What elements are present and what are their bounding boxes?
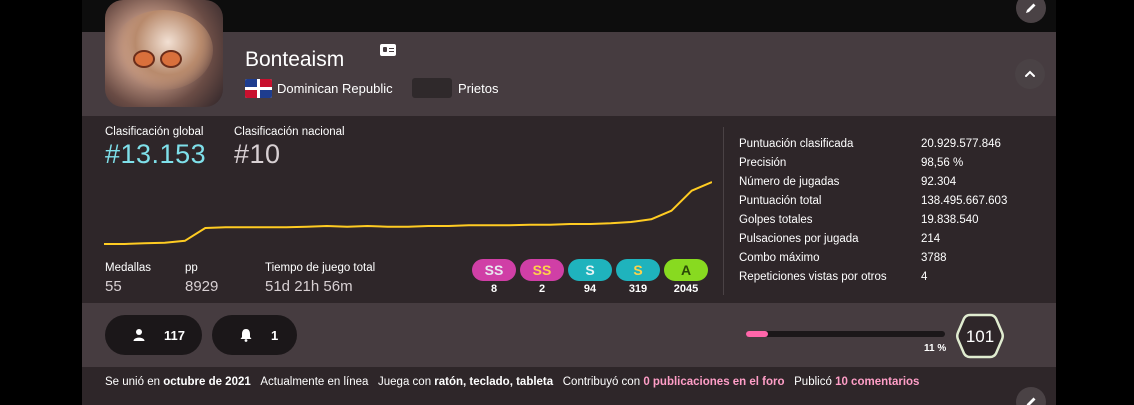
grade-a-count: 2045: [673, 283, 699, 295]
subscribers-button[interactable]: 1: [212, 315, 297, 355]
info-bar: [82, 367, 1056, 405]
grade-ss-count: 2: [538, 283, 546, 295]
level-value: 101: [965, 327, 995, 346]
medals-value: 55: [105, 278, 122, 295]
replays-watched-label: Repeticiones vistas por otros: [739, 271, 887, 283]
followers-button[interactable]: 117: [105, 315, 202, 355]
grade-s-silver-count: 94: [583, 283, 597, 295]
previous-usernames-icon[interactable]: [380, 44, 396, 56]
pencil-icon: [1026, 397, 1036, 405]
max-combo-label: Combo máximo: [739, 252, 820, 264]
bell-icon: [240, 329, 252, 342]
online-status: Actualmente en línea: [260, 376, 369, 388]
accuracy-value: 98,56 %: [921, 157, 964, 169]
hits-per-play-label: Pulsaciones por jugada: [739, 233, 859, 245]
global-rank-value: #13.153: [105, 139, 207, 169]
playtime-value: 51d 21h 56m: [265, 278, 353, 295]
total-hits-value: 19.838.540: [921, 214, 979, 226]
rank-history-chart[interactable]: [104, 178, 712, 248]
pp-label: pp: [185, 262, 198, 274]
country-flag-icon[interactable]: [245, 79, 272, 98]
pp-value: 8929: [185, 278, 219, 295]
level-badge-icon: [956, 313, 1004, 359]
team-flag-icon[interactable]: [412, 78, 452, 98]
user-icon: [133, 329, 145, 341]
profile-header: [82, 32, 1056, 116]
hits-per-play-value: 214: [921, 233, 941, 245]
team-name[interactable]: Prietos: [458, 81, 499, 96]
top-bar: [82, 0, 1056, 32]
country-rank-value: #10: [234, 139, 281, 169]
edit-cover-button[interactable]: [1016, 0, 1046, 23]
pencil-icon: [1026, 3, 1036, 13]
country-rank-label: Clasificación nacional: [234, 126, 345, 138]
ranked-score-label: Puntuación clasificada: [739, 138, 854, 150]
max-combo-value: 3788: [921, 252, 947, 264]
level-progress-text: 11 %: [924, 343, 947, 354]
edit-page-button[interactable]: [1016, 387, 1046, 405]
grade-s-count: 319: [628, 283, 648, 295]
followers-count: 117: [164, 327, 185, 343]
grade-ss-silver-count: 8: [490, 283, 498, 295]
play-count-label: Número de jugadas: [739, 176, 840, 188]
accuracy-label: Precisión: [739, 157, 787, 169]
subscribers-count: 1: [271, 327, 279, 343]
level-progress-bar: [746, 331, 945, 337]
total-score-value: 138.495.667.603: [921, 195, 1008, 207]
forum-posts-link[interactable]: 0 publicaciones en el foro: [643, 376, 785, 388]
total-hits-label: Golpes totales: [739, 214, 813, 226]
total-score-label: Puntuación total: [739, 195, 822, 207]
join-info: Se unió en octubre de 2021 Actualmente e…: [105, 376, 920, 388]
country-name[interactable]: Dominican Republic: [277, 81, 393, 96]
play-count-value: 92.304: [921, 176, 957, 188]
username: Bonteaism: [245, 48, 345, 71]
avatar: [105, 0, 223, 107]
stats-divider: [723, 127, 724, 295]
rank-history-line: [104, 181, 712, 245]
playtime-label: Tiempo de juego total: [265, 262, 376, 274]
chevron-up-icon: [1025, 70, 1035, 77]
global-rank-label: Clasificación global: [105, 126, 204, 138]
devices: ratón, teclado, tableta: [434, 376, 554, 388]
comments-link[interactable]: 10 comentarios: [835, 376, 920, 388]
level-progress-fill: [746, 331, 768, 337]
medals-label: Medallas: [105, 262, 152, 274]
replays-watched-value: 4: [921, 271, 928, 283]
ranked-score-value: 20.929.577.846: [921, 138, 1001, 150]
collapse-button[interactable]: [1015, 59, 1045, 89]
